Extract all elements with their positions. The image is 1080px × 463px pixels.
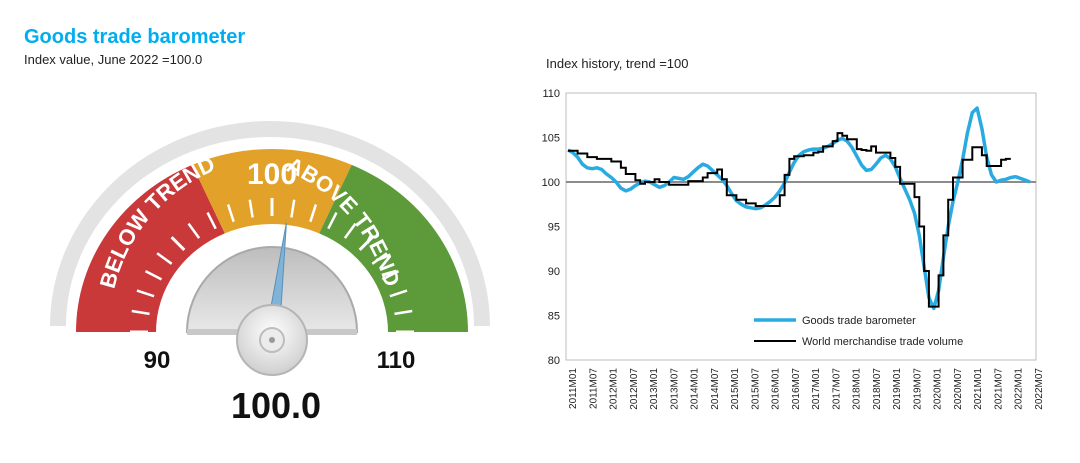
gauge-tick [136, 289, 155, 298]
x-tick-label: 2019M07 [912, 368, 923, 410]
series-line-world-merchandise-trade-volume [568, 132, 1011, 308]
gauge: BELOW TREND ABOVE TREND 100 90 110 100.0 [50, 121, 490, 425]
gauge-max-label: 110 [377, 347, 416, 374]
gauge-tick [187, 222, 201, 239]
gauge-tick [206, 212, 217, 230]
gauge-hub-dot [269, 337, 275, 343]
y-tick-label: 95 [548, 222, 560, 234]
y-tick-label: 90 [548, 266, 560, 278]
x-tick-label: 2017M01 [811, 368, 822, 410]
y-axis: 80 85 90 95 100 105 110 [542, 88, 560, 367]
gauge-tick [170, 236, 186, 252]
gauge-tick [309, 204, 318, 223]
y-tick-label: 105 [542, 133, 560, 145]
x-tick-label: 2013M07 [669, 368, 680, 410]
x-tick-label: 2013M01 [649, 368, 660, 410]
gauge-inner-dial [185, 246, 359, 333]
gauge-tick [389, 289, 408, 298]
x-tick-label: 2020M01 [933, 368, 944, 410]
x-tick-label: 2015M01 [730, 368, 741, 410]
gauge-tick [144, 270, 163, 281]
x-tick-label: 2022M01 [1014, 368, 1025, 410]
y-tick-label: 80 [548, 355, 560, 367]
gauge-tick [371, 252, 388, 265]
gauge-above-band [319, 164, 468, 332]
x-tick-label: 2019M01 [892, 368, 903, 410]
series-line-goods-trade-barometer [567, 106, 1031, 311]
x-tick-label: 2012M07 [629, 368, 640, 410]
gauge-min-label: 90 [144, 347, 171, 374]
x-tick-label: 2012M01 [609, 368, 620, 410]
plot-area-frame [565, 92, 1037, 361]
gauge-tick [226, 204, 235, 223]
y-tick-label: 100 [542, 177, 560, 189]
x-tick-label: 2011M01 [568, 368, 579, 409]
gauge-tick [394, 309, 413, 316]
x-tick-label: 2015M07 [750, 368, 761, 410]
chart-title: Index history, trend =100 [546, 56, 689, 71]
x-tick-label: 2016M07 [791, 368, 802, 410]
gauge-tick [156, 252, 173, 265]
x-axis: 2011M01 2011M07 2012M01 2012M07 2013M01 2013M… [568, 368, 1045, 410]
x-tick-label: 2017M07 [831, 368, 842, 410]
x-tick-label: 2018M01 [852, 368, 863, 410]
y-tick-label: 85 [548, 311, 560, 323]
gauge-tick [358, 236, 374, 252]
legend: Goods trade barometer World merchandise … [754, 315, 963, 348]
gauge-tick [290, 199, 296, 218]
gauge-tick [248, 199, 254, 218]
gauge-tick [131, 309, 150, 316]
x-tick-label: 2014M01 [690, 368, 701, 410]
x-tick-label: 2021M07 [993, 368, 1004, 410]
gauge-tick [343, 222, 357, 239]
gauge-tick [327, 212, 338, 230]
x-tick-label: 2020M07 [953, 368, 964, 410]
x-tick-label: 2022M07 [1034, 368, 1045, 410]
gauge-middle-band [192, 149, 352, 234]
x-tick-label: 2021M01 [973, 368, 984, 410]
gauge-tick [381, 270, 400, 281]
legend-label-world-merchandise-trade-volume: World merchandise trade volume [802, 336, 963, 348]
page-title: Goods trade barometer [24, 26, 246, 48]
page-subtitle: Index value, June 2022 =100.0 [24, 52, 203, 67]
y-tick-label: 110 [542, 88, 560, 100]
x-tick-label: 2016M01 [771, 368, 782, 410]
gauge-ticks [130, 198, 414, 334]
x-tick-label: 2014M07 [710, 368, 721, 410]
gauge-center-label: 100 [247, 158, 297, 191]
gauge-value-label: 100.0 [231, 385, 321, 425]
gauge-below-band [76, 164, 225, 332]
x-tick-label: 2011M07 [588, 368, 599, 409]
legend-label-goods-trade-barometer: Goods trade barometer [802, 315, 916, 327]
x-tick-label: 2018M07 [872, 368, 883, 410]
